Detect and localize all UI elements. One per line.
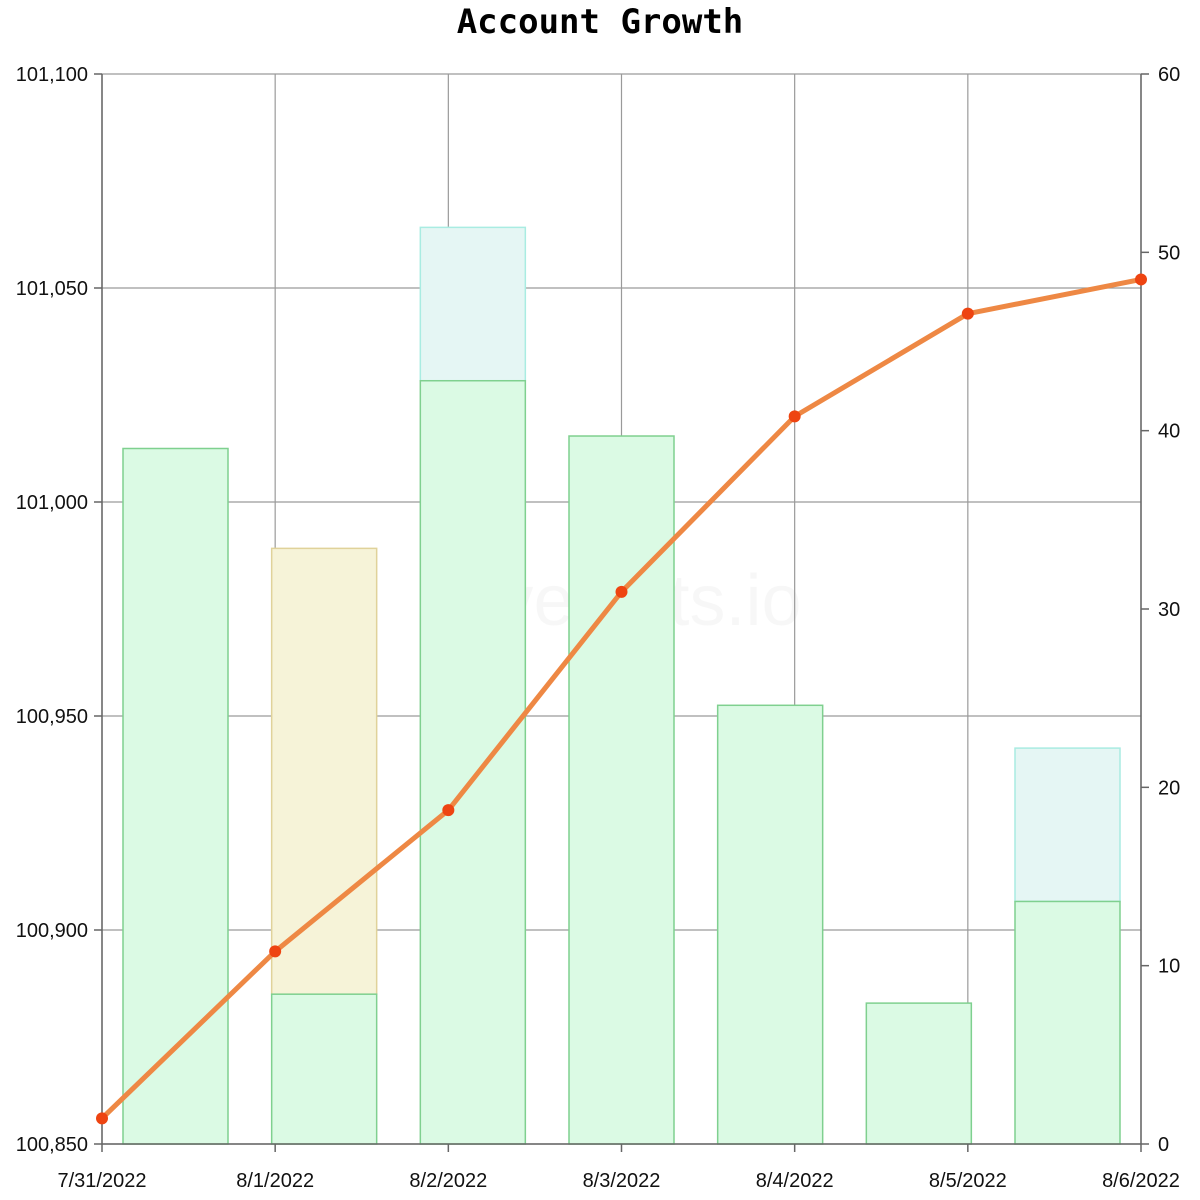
bar-green-segment bbox=[122, 447, 229, 1145]
right-tick-label: 60 bbox=[1158, 64, 1180, 86]
x-tick-label: 8/6/2022 bbox=[1102, 1170, 1180, 1192]
line-data-point bbox=[615, 585, 628, 598]
line-data-point bbox=[961, 307, 974, 320]
x-tick-label: 8/1/2022 bbox=[236, 1170, 314, 1192]
left-tick-label: 101,050 bbox=[16, 278, 88, 300]
bar-green-segment bbox=[716, 704, 824, 1145]
x-tick-label: 8/5/2022 bbox=[929, 1170, 1007, 1192]
line-data-point bbox=[442, 804, 455, 817]
bar-green-segment bbox=[419, 379, 527, 1145]
bar-green-segment bbox=[270, 993, 378, 1145]
left-tick-label: 101,000 bbox=[16, 492, 88, 514]
x-tick-label: 7/31/2022 bbox=[58, 1170, 147, 1192]
left-tick-label: 100,900 bbox=[16, 920, 88, 942]
bar-upper-segment bbox=[1014, 747, 1121, 903]
left-tick-label: 100,850 bbox=[16, 1134, 88, 1156]
right-tick-label: 10 bbox=[1158, 956, 1180, 978]
x-tick-label: 8/2/2022 bbox=[409, 1170, 487, 1192]
right-tick-label: 0 bbox=[1158, 1134, 1169, 1156]
bar-green-segment bbox=[568, 435, 675, 1145]
left-tick-label: 101,100 bbox=[16, 64, 88, 86]
x-tick-label: 8/3/2022 bbox=[583, 1170, 661, 1192]
bar-green-segment bbox=[1014, 900, 1121, 1145]
right-tick-label: 50 bbox=[1158, 242, 1180, 264]
bar-upper-segment bbox=[270, 547, 378, 995]
bar-upper-segment bbox=[419, 226, 527, 382]
right-tick-label: 40 bbox=[1158, 421, 1180, 443]
line-data-point bbox=[1135, 273, 1147, 286]
chart-title: Account Growth bbox=[456, 2, 744, 42]
bar-green-segment bbox=[865, 1002, 973, 1145]
right-tick-label: 20 bbox=[1158, 777, 1180, 799]
right-tick-label: 30 bbox=[1158, 599, 1180, 621]
line-data-point bbox=[96, 1112, 108, 1125]
x-tick-label: 8/4/2022 bbox=[756, 1170, 834, 1192]
line-data-point bbox=[269, 945, 282, 958]
left-tick-label: 100,950 bbox=[16, 706, 88, 728]
line-data-point bbox=[788, 410, 801, 423]
